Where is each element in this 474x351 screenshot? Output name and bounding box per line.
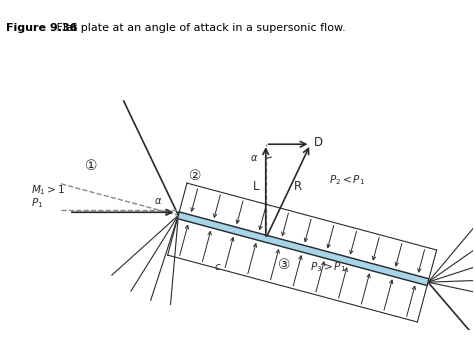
Text: ②: ② <box>189 168 201 183</box>
Text: Flat plate at an angle of attack in a supersonic flow.: Flat plate at an angle of attack in a su… <box>53 24 346 33</box>
Text: $P_3>P_1$: $P_3>P_1$ <box>310 260 346 274</box>
Polygon shape <box>177 212 429 285</box>
Text: $M_1>1$: $M_1>1$ <box>31 184 65 197</box>
Text: $\alpha$: $\alpha$ <box>250 153 258 163</box>
Text: $P_1$: $P_1$ <box>31 197 44 210</box>
Text: R: R <box>293 180 301 193</box>
Text: $c$: $c$ <box>214 262 222 272</box>
Text: ③: ③ <box>278 258 291 272</box>
Text: $\alpha$: $\alpha$ <box>155 196 163 206</box>
Text: ①: ① <box>85 159 97 173</box>
Text: Figure 9.36: Figure 9.36 <box>6 24 78 33</box>
Text: L: L <box>253 180 260 193</box>
Text: $P_2<P_1$: $P_2<P_1$ <box>329 174 365 187</box>
Text: D: D <box>313 136 323 149</box>
